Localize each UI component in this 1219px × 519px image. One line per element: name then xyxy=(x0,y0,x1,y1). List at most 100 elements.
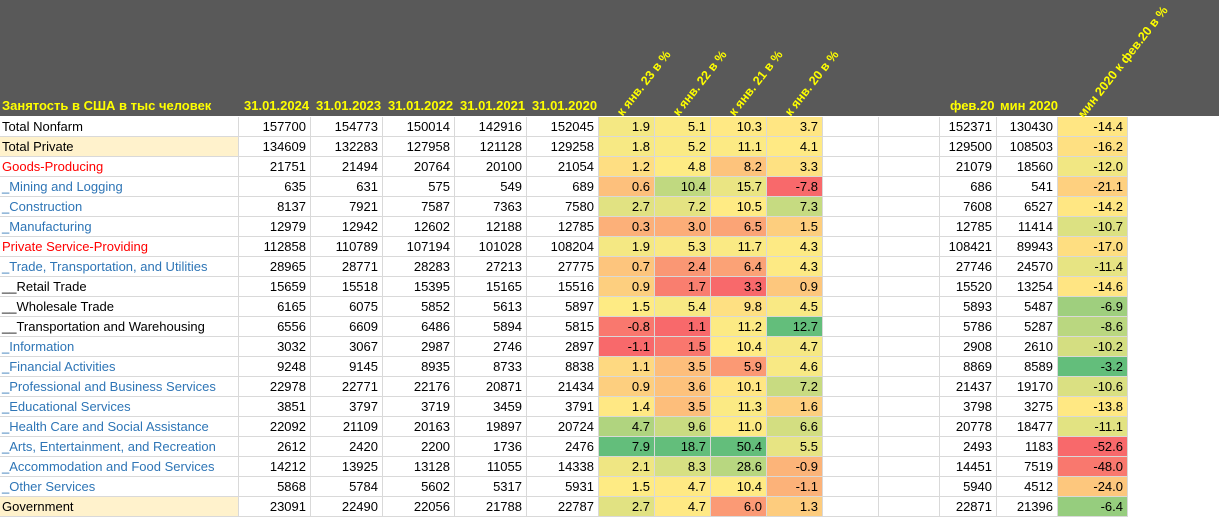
empty-cell[interactable] xyxy=(823,197,879,217)
empty-cell[interactable] xyxy=(879,417,940,437)
value-cell[interactable]: 107194 xyxy=(383,237,455,257)
pct-cell[interactable]: 1.5 xyxy=(655,337,711,357)
value-cell[interactable]: 27213 xyxy=(455,257,527,277)
value-cell[interactable]: 12602 xyxy=(383,217,455,237)
pct-cell[interactable]: 11.3 xyxy=(711,397,767,417)
value-cell[interactable]: 8935 xyxy=(383,357,455,377)
min2020-cell[interactable]: 541 xyxy=(997,177,1058,197)
min2020-cell[interactable]: 24570 xyxy=(997,257,1058,277)
empty-cell[interactable] xyxy=(823,417,879,437)
pct-cell[interactable]: 6.0 xyxy=(711,497,767,517)
value-cell[interactable]: 132283 xyxy=(311,137,383,157)
min-feb-pct-cell[interactable]: -10.7 xyxy=(1058,217,1128,237)
empty-cell[interactable] xyxy=(823,337,879,357)
pct-cell[interactable]: 6.6 xyxy=(767,417,823,437)
min2020-cell[interactable]: 4512 xyxy=(997,477,1058,497)
min2020-cell[interactable]: 6527 xyxy=(997,197,1058,217)
value-cell[interactable]: 22771 xyxy=(311,377,383,397)
min2020-cell[interactable]: 5287 xyxy=(997,317,1058,337)
value-cell[interactable]: 12979 xyxy=(239,217,311,237)
feb20-cell[interactable]: 5940 xyxy=(940,477,997,497)
feb20-cell[interactable]: 15520 xyxy=(940,277,997,297)
feb20-cell[interactable]: 14451 xyxy=(940,457,997,477)
value-cell[interactable]: 3032 xyxy=(239,337,311,357)
value-cell[interactable]: 21494 xyxy=(311,157,383,177)
value-cell[interactable]: 152045 xyxy=(527,117,599,137)
value-cell[interactable]: 12785 xyxy=(527,217,599,237)
value-cell[interactable]: 3459 xyxy=(455,397,527,417)
pct-cell[interactable]: 50.4 xyxy=(711,437,767,457)
value-cell[interactable]: 15518 xyxy=(311,277,383,297)
value-cell[interactable]: 5317 xyxy=(455,477,527,497)
feb20-cell[interactable]: 152371 xyxy=(940,117,997,137)
empty-cell[interactable] xyxy=(879,257,940,277)
pct-cell[interactable]: 28.6 xyxy=(711,457,767,477)
empty-cell[interactable] xyxy=(879,197,940,217)
empty-cell[interactable] xyxy=(823,317,879,337)
feb20-cell[interactable]: 27746 xyxy=(940,257,997,277)
value-cell[interactable]: 19897 xyxy=(455,417,527,437)
min-feb-pct-cell[interactable]: -17.0 xyxy=(1058,237,1128,257)
feb20-cell[interactable]: 5786 xyxy=(940,317,997,337)
pct-cell[interactable]: 4.7 xyxy=(767,337,823,357)
row-label[interactable]: Total Nonfarm xyxy=(0,117,239,137)
pct-cell[interactable]: 2.7 xyxy=(599,497,655,517)
pct-cell[interactable]: 9.8 xyxy=(711,297,767,317)
value-cell[interactable]: 22056 xyxy=(383,497,455,517)
min-feb-pct-cell[interactable]: -14.6 xyxy=(1058,277,1128,297)
empty-cell[interactable] xyxy=(879,317,940,337)
pct-cell[interactable]: -1.1 xyxy=(599,337,655,357)
min-feb-pct-cell[interactable]: -6.4 xyxy=(1058,497,1128,517)
value-cell[interactable]: 5931 xyxy=(527,477,599,497)
min-feb-pct-cell[interactable]: -12.0 xyxy=(1058,157,1128,177)
value-cell[interactable]: 20871 xyxy=(455,377,527,397)
pct-cell[interactable]: 11.7 xyxy=(711,237,767,257)
feb20-cell[interactable]: 8869 xyxy=(940,357,997,377)
value-cell[interactable]: 7921 xyxy=(311,197,383,217)
pct-cell[interactable]: 0.3 xyxy=(599,217,655,237)
value-cell[interactable]: 5602 xyxy=(383,477,455,497)
min-feb-pct-cell[interactable]: -10.2 xyxy=(1058,337,1128,357)
pct-cell[interactable]: 4.5 xyxy=(767,297,823,317)
value-cell[interactable]: 5897 xyxy=(527,297,599,317)
value-cell[interactable]: 8137 xyxy=(239,197,311,217)
value-cell[interactable]: 142916 xyxy=(455,117,527,137)
value-cell[interactable]: 127958 xyxy=(383,137,455,157)
min2020-cell[interactable]: 5487 xyxy=(997,297,1058,317)
value-cell[interactable]: 14212 xyxy=(239,457,311,477)
value-cell[interactable]: 9145 xyxy=(311,357,383,377)
pct-cell[interactable]: 10.5 xyxy=(711,197,767,217)
value-cell[interactable]: 14338 xyxy=(527,457,599,477)
pct-cell[interactable]: 4.7 xyxy=(655,477,711,497)
pct-cell[interactable]: -1.1 xyxy=(767,477,823,497)
pct-cell[interactable]: 0.7 xyxy=(599,257,655,277)
pct-cell[interactable]: 1.5 xyxy=(599,477,655,497)
pct-cell[interactable]: 1.5 xyxy=(599,297,655,317)
pct-cell[interactable]: 9.6 xyxy=(655,417,711,437)
pct-cell[interactable]: 4.6 xyxy=(767,357,823,377)
feb20-cell[interactable]: 5893 xyxy=(940,297,997,317)
value-cell[interactable]: 3791 xyxy=(527,397,599,417)
value-cell[interactable]: 3067 xyxy=(311,337,383,357)
row-label[interactable]: _Manufacturing xyxy=(0,217,239,237)
min-feb-pct-cell[interactable]: -14.2 xyxy=(1058,197,1128,217)
min2020-cell[interactable]: 13254 xyxy=(997,277,1058,297)
empty-cell[interactable] xyxy=(879,397,940,417)
value-cell[interactable]: 28771 xyxy=(311,257,383,277)
value-cell[interactable]: 28283 xyxy=(383,257,455,277)
empty-cell[interactable] xyxy=(823,137,879,157)
pct-cell[interactable]: 5.2 xyxy=(655,137,711,157)
min2020-cell[interactable]: 1183 xyxy=(997,437,1058,457)
feb20-cell[interactable]: 108421 xyxy=(940,237,997,257)
empty-cell[interactable] xyxy=(823,497,879,517)
feb20-cell[interactable]: 20778 xyxy=(940,417,997,437)
value-cell[interactable]: 22490 xyxy=(311,497,383,517)
empty-cell[interactable] xyxy=(879,177,940,197)
value-cell[interactable]: 2612 xyxy=(239,437,311,457)
min2020-cell[interactable]: 3275 xyxy=(997,397,1058,417)
pct-cell[interactable]: 3.3 xyxy=(711,277,767,297)
empty-cell[interactable] xyxy=(879,497,940,517)
pct-cell[interactable]: 11.0 xyxy=(711,417,767,437)
pct-cell[interactable]: 1.1 xyxy=(655,317,711,337)
min-feb-pct-cell[interactable]: -16.2 xyxy=(1058,137,1128,157)
